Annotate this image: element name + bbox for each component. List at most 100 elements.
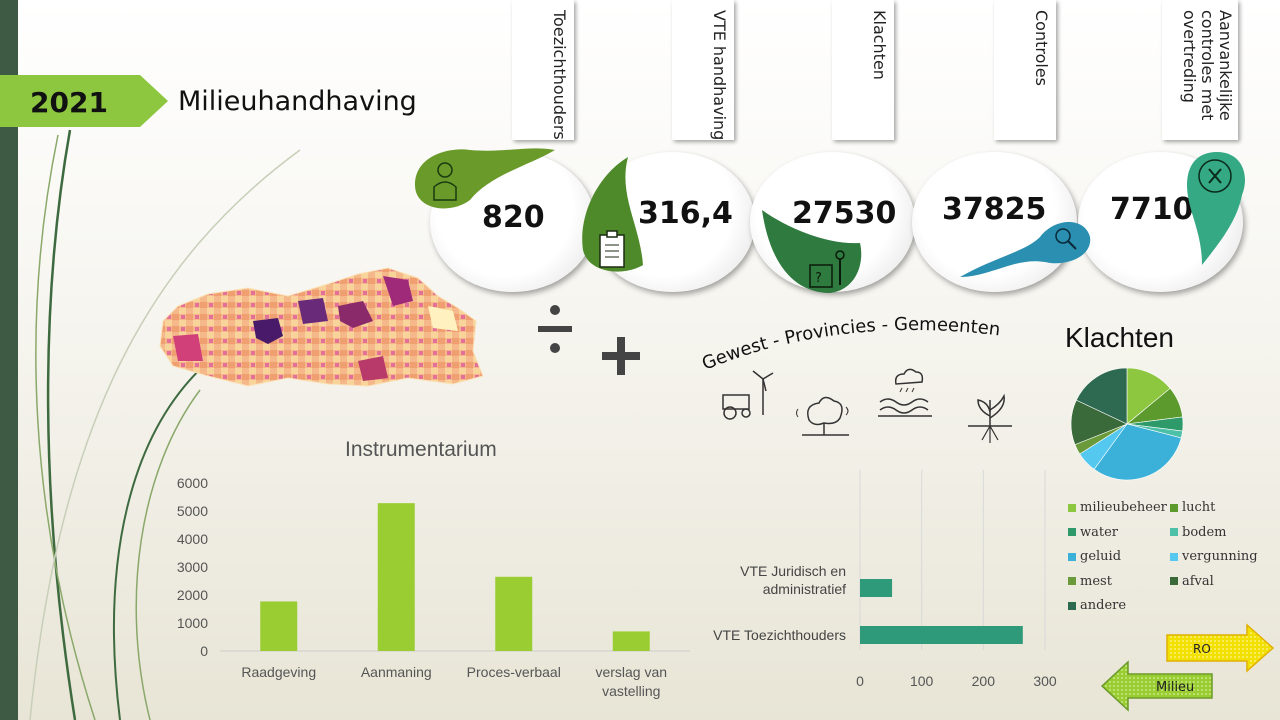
- legend-item: geluid: [1068, 549, 1121, 564]
- instrumentarium-chart: 0 1000 2000 3000 4000 5000 6000 Raadgeving Aanma…: [177, 475, 690, 699]
- legend-swatch: [1170, 528, 1178, 536]
- kpi-label-line: Aanvankelijke: [1216, 10, 1235, 121]
- flanders-municipality-map: [159, 267, 484, 387]
- kpi-value: 7710: [1110, 192, 1194, 227]
- kpi-value: 37825: [942, 192, 1047, 227]
- x-tick-label: 200: [972, 673, 996, 689]
- legend-swatch: [1068, 552, 1076, 561]
- complaint-icon: ?: [762, 210, 862, 293]
- klachten-pie-chart: [1070, 367, 1184, 481]
- y-tick-label: 4000: [177, 531, 208, 547]
- legend-label: afval: [1182, 573, 1214, 589]
- legend-item: milieubeheer: [1068, 500, 1167, 515]
- next-ro-button[interactable]: RO: [1165, 623, 1275, 673]
- legend-label: geluid: [1080, 549, 1122, 564]
- legend-swatch: [1170, 503, 1178, 512]
- kpi-label: Toezichthouders: [550, 10, 569, 140]
- y-tick-label: 0: [200, 643, 208, 659]
- kpi-label: Aanvankelijke controles met overtreding: [1180, 10, 1235, 121]
- svg-text:?: ?: [815, 271, 822, 286]
- y-tick-label: 3000: [177, 559, 208, 575]
- bar: [377, 503, 415, 651]
- x-tick-label: verslag van: [595, 664, 667, 680]
- legend-swatch: [1068, 528, 1076, 536]
- kpi-label: Controles: [1032, 10, 1051, 87]
- pie-slice: [1075, 367, 1128, 425]
- y-tick-label: VTE Toezichthouders: [713, 627, 846, 643]
- x-tick-label: Raadgeving: [241, 664, 316, 680]
- legend-label: water: [1080, 524, 1119, 540]
- decorative-grass-curves: [29, 129, 301, 720]
- y-tick-label: 5000: [177, 503, 208, 519]
- divide-icon: [538, 305, 572, 353]
- legend-label: milieubeheer: [1080, 500, 1167, 515]
- kpi-label-box-controles: Controles: [994, 0, 1056, 140]
- kpi-value: 27530: [792, 196, 897, 231]
- bar: [495, 576, 533, 651]
- pie-slice: [1093, 423, 1182, 481]
- legend-item: mest: [1068, 574, 1112, 589]
- legend-item: vergunning: [1170, 549, 1258, 564]
- x-tick-label: 0: [856, 673, 864, 689]
- legend-label: lucht: [1182, 500, 1216, 515]
- water-weather-icon: [878, 368, 932, 417]
- legend-swatch: [1068, 577, 1076, 585]
- farm-tractor-windmill-icon: [722, 370, 774, 420]
- kpi-label-box-toezichthouders: Toezichthouders: [512, 0, 574, 140]
- kpi-label-line: overtreding: [1180, 10, 1199, 103]
- year-tag-arrow: [0, 75, 168, 127]
- vte-chart: 0 100 200 300 VTE Juridisch en administratief…: [713, 470, 1057, 689]
- instrumentarium-title: Instrumentarium: [345, 438, 497, 461]
- bar: [612, 631, 650, 651]
- legend-item: lucht: [1170, 500, 1215, 515]
- legend-swatch: [1068, 503, 1076, 512]
- x-tick-label: vastelling: [602, 683, 660, 699]
- legend-item: water: [1068, 525, 1118, 540]
- legend-swatch: [1170, 577, 1178, 585]
- y-tick-label: 1000: [177, 615, 208, 631]
- legend-label: vergunning: [1182, 549, 1258, 564]
- prev-milieu-label: Milieu: [1156, 680, 1194, 695]
- legend-label: bodem: [1182, 524, 1227, 540]
- prev-milieu-button[interactable]: Milieu: [1100, 660, 1215, 712]
- year-label: 2021: [30, 86, 108, 119]
- bar: [260, 601, 298, 651]
- y-tick-label: 2000: [177, 587, 208, 603]
- plus-icon: [602, 337, 640, 375]
- x-tick-label: 100: [910, 673, 934, 689]
- kpi-value: 820: [482, 200, 545, 235]
- legend-swatch: [1068, 601, 1076, 610]
- regions-heading: Gewest - Provincies - Gemeenten: [699, 314, 1001, 375]
- kpi-label: Klachten: [870, 10, 889, 80]
- kpi-label-box-klachten: Klachten: [832, 0, 894, 140]
- clipboard-icon: [582, 157, 643, 272]
- kpi-label-box-vte: VTE handhaving: [672, 0, 734, 140]
- bar: [860, 579, 893, 597]
- noise-tree-icon: [796, 396, 849, 436]
- kpi-label: VTE handhaving: [710, 10, 729, 141]
- bar: [860, 626, 1023, 644]
- legend-item: andere: [1068, 598, 1126, 613]
- kpi-label-line: controles met: [1198, 10, 1217, 121]
- y-tick-label: 6000: [177, 475, 208, 491]
- left-accent-bar: [0, 0, 18, 720]
- y-tick-label: VTE Juridisch en: [740, 563, 846, 579]
- kpi-value: 316,4: [638, 196, 733, 231]
- magnifier-icon: [960, 222, 1091, 277]
- x-tick-label: 300: [1033, 673, 1057, 689]
- violation-x-icon: [1187, 152, 1245, 265]
- operator-symbols: [538, 305, 640, 375]
- legend-label: mest: [1080, 573, 1112, 589]
- page-title: Milieuhandhaving: [178, 86, 417, 117]
- person-icon: [415, 148, 555, 209]
- x-tick-label: Proces-verbaal: [467, 664, 561, 680]
- next-ro-label: RO: [1193, 642, 1211, 656]
- kpi-label-box-overtreding: Aanvankelijke controles met overtreding: [1162, 0, 1238, 140]
- x-tick-label: Aanmaning: [361, 664, 432, 680]
- legend-label: andere: [1080, 598, 1127, 613]
- legend-swatch: [1170, 552, 1178, 561]
- legend-item: afval: [1170, 574, 1214, 589]
- klachten-title: Klachten: [1065, 322, 1174, 353]
- y-tick-label: administratief: [763, 581, 846, 597]
- legend-item: bodem: [1170, 525, 1227, 540]
